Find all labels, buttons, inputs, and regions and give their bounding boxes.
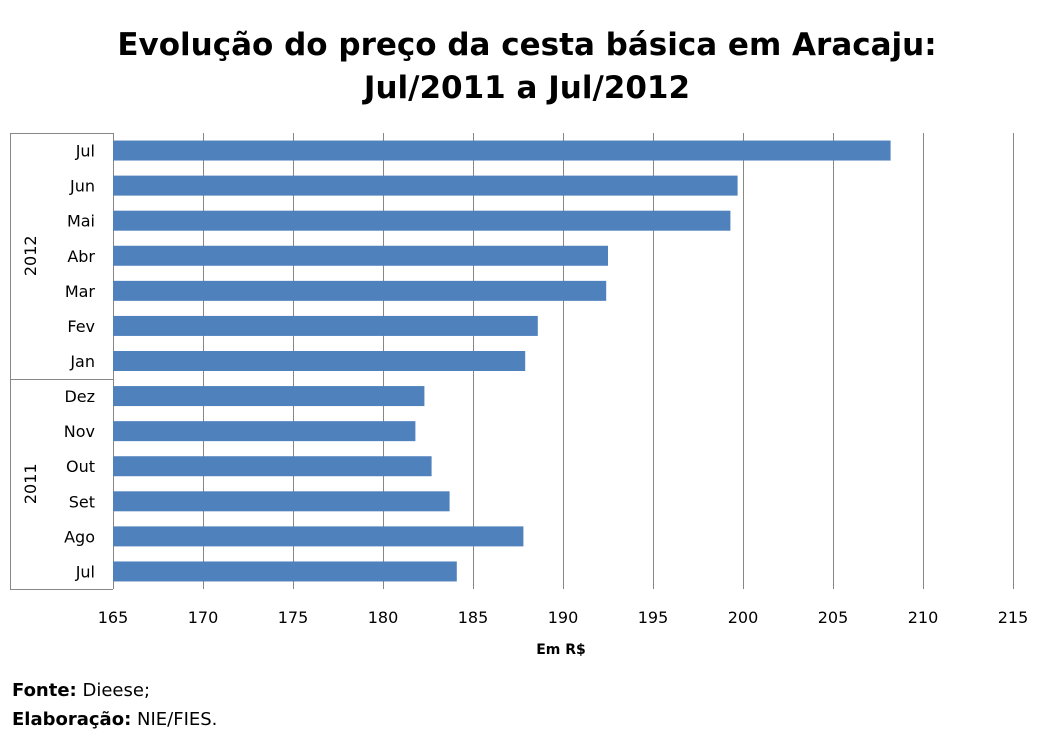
x-tick-label-205: 205: [818, 608, 849, 627]
category-label-2011-set: Set: [69, 492, 95, 511]
elaboration-value: NIE/FIES.: [131, 709, 218, 730]
bar-2011-jul: [113, 561, 457, 582]
chart-title-line1: Evolução do preço da cesta básica em Ara…: [117, 27, 937, 63]
category-label-2011-nov: Nov: [64, 422, 95, 441]
category-label-2012-abr: Abr: [67, 247, 95, 266]
source-label: Fonte:: [12, 680, 77, 701]
bar-2012-mar: [113, 280, 607, 301]
category-label-2012-jan: Jan: [69, 352, 95, 371]
source-value: Dieese;: [76, 680, 151, 701]
x-axis-title: Em R$: [536, 642, 586, 658]
x-tick-label-175: 175: [278, 608, 309, 627]
x-tick-label-165: 165: [98, 608, 129, 627]
bar-2011-ago: [113, 526, 524, 547]
bar-2012-jun: [113, 175, 738, 196]
x-tick-label-210: 210: [908, 608, 939, 627]
group-label-2011: 2011: [21, 463, 40, 504]
bar-2012-fev: [113, 315, 538, 336]
category-label-2011-out: Out: [66, 457, 95, 476]
category-label-2011-dez: Dez: [64, 387, 95, 406]
category-label-2012-jun: Jun: [69, 177, 95, 196]
category-label-2012-jul: Jul: [75, 142, 95, 161]
x-tick-label-195: 195: [638, 608, 669, 627]
bar-2012-abr: [113, 245, 608, 266]
elaboration-label: Elaboração:: [12, 709, 132, 730]
group-label-2012: 2012: [21, 235, 40, 276]
bar-2012-jan: [113, 351, 526, 371]
x-tick-label-180: 180: [368, 608, 399, 627]
source-note: Fonte: Dieese;: [12, 680, 150, 702]
bar-2012-mai: [113, 210, 731, 231]
bar-2011-nov: [113, 421, 416, 442]
x-tick-label-200: 200: [728, 608, 759, 627]
x-tick-label-185: 185: [458, 608, 489, 627]
bar-2011-dez: [113, 386, 425, 407]
bar-2011-set: [113, 491, 450, 512]
elaboration-note: Elaboração: NIE/FIES.: [12, 709, 217, 731]
x-tick-label-190: 190: [548, 608, 579, 627]
bar-2011-out: [113, 456, 432, 477]
category-label-2011-jul: Jul: [75, 562, 95, 581]
x-tick-label-170: 170: [188, 608, 219, 627]
x-tick-label-215: 215: [998, 608, 1029, 627]
category-label-2012-fev: Fev: [67, 317, 95, 336]
bar-2012-jul: [113, 140, 891, 161]
category-label-2012-mar: Mar: [65, 282, 96, 301]
category-label-2011-ago: Ago: [64, 527, 95, 546]
chart-title-line2: Jul/2011 a Jul/2012: [363, 70, 691, 106]
category-label-2012-mai: Mai: [67, 212, 95, 231]
